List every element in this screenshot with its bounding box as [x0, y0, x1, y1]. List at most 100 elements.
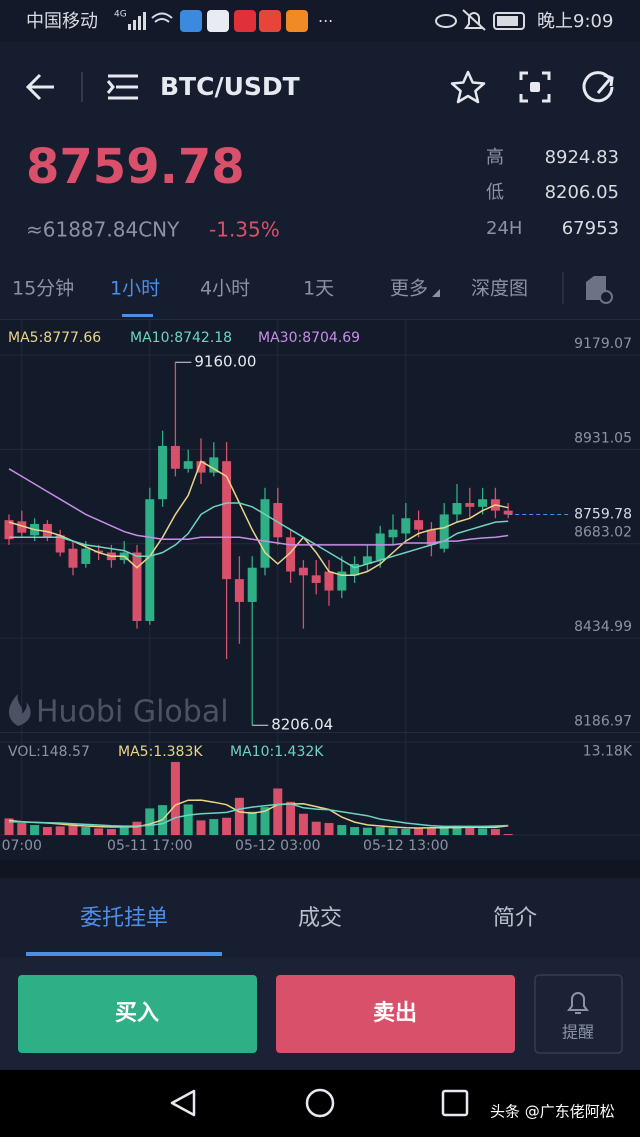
stat-label: 高 [486, 147, 504, 168]
volume-bar [362, 827, 372, 835]
volume-bar [106, 829, 116, 835]
tab-underline [122, 314, 153, 317]
volume-bar [68, 824, 78, 835]
candle-body [401, 518, 411, 534]
candle-body [234, 579, 244, 602]
candle-body [247, 567, 257, 602]
candle-body [478, 499, 488, 507]
ma-line [9, 502, 509, 569]
ma-label: MA10:8742.18 [130, 330, 232, 346]
volume-bar [196, 820, 206, 835]
kline-chart: 9179.07 8931.05 8683.02 8434.99 8186.97 13.18… [0, 320, 640, 860]
back-button[interactable] [25, 73, 54, 101]
volume-bar [209, 819, 219, 835]
volume-bar [478, 828, 488, 835]
stat-label: 24H [486, 218, 522, 239]
favorite-button[interactable] [450, 70, 486, 104]
period-tab[interactable]: 深度图 [471, 278, 528, 300]
volume-bar [55, 826, 65, 835]
period-tab[interactable]: 更多 [390, 278, 428, 300]
app-icon [180, 10, 202, 32]
candle-body [94, 550, 104, 553]
stat-value: 8924.83 [545, 147, 619, 168]
settings-gear [599, 290, 613, 304]
volume-bar [298, 813, 308, 835]
menu-button[interactable] [106, 74, 138, 100]
volume-bar [426, 828, 436, 835]
stat-value: 67953 [562, 218, 619, 239]
volume-bar [414, 827, 424, 835]
ma-line [8, 468, 509, 546]
candle-body [337, 571, 347, 591]
candle-body [260, 499, 270, 568]
candle-body [324, 571, 334, 591]
candle-body [4, 520, 14, 540]
nav-home[interactable] [305, 1088, 335, 1118]
period-tab[interactable]: 15分钟 [12, 278, 74, 300]
fullscreen-dot [530, 82, 540, 92]
candle-body [81, 548, 91, 564]
volume-bar [465, 827, 475, 835]
ma-label: MA5:8777.66 [8, 330, 101, 346]
bottom-tab[interactable]: 简介 [493, 906, 537, 931]
last-price-label: 8759.78 [574, 507, 632, 523]
x-tick-label: 07:00 [2, 838, 42, 854]
candle-body [68, 548, 78, 568]
ma-line [8, 460, 509, 577]
fullscreen-button[interactable] [519, 71, 551, 103]
ma-label: MA30:8704.69 [258, 330, 360, 346]
chart-background [0, 320, 640, 860]
bottom-tabs-area [0, 878, 640, 957]
volume-tick-label: 13.18K [583, 743, 633, 759]
y-tick-label: 9179.07 [574, 336, 632, 352]
volume-bar [234, 797, 244, 835]
share-button[interactable] [582, 71, 614, 103]
bottom-tab-active[interactable]: 委托挂单 [80, 906, 168, 931]
volume-label: MA10:1.432K [230, 744, 324, 760]
volume-bar [350, 827, 360, 835]
y-tick-label: 8931.05 [574, 430, 632, 446]
volume-bar [42, 827, 52, 835]
y-tick-label: 8683.02 [574, 525, 632, 541]
eye-icon [435, 14, 457, 28]
volume-bar [375, 827, 385, 835]
signal-icon [128, 12, 146, 30]
candle-body [17, 521, 27, 533]
candle-body [388, 529, 398, 538]
period-tab[interactable]: 4小时 [200, 278, 250, 300]
nav-recents[interactable] [441, 1089, 469, 1117]
candle-body [170, 445, 180, 469]
volume-bar [260, 807, 270, 835]
y-tick-label: 8434.99 [574, 619, 632, 635]
volume-bar [132, 821, 142, 835]
candle-body [414, 520, 424, 530]
volume-label: MA5:1.383K [118, 744, 203, 760]
candle-body [183, 461, 193, 469]
status-bar [0, 0, 640, 42]
candle-body [222, 461, 232, 580]
volume-bar [324, 823, 334, 835]
stat-value: 8206.05 [545, 182, 619, 203]
app-icon [234, 10, 256, 32]
period-tab[interactable]: 1天 [303, 278, 334, 300]
wifi-icon [151, 12, 173, 23]
buy-button[interactable] [18, 975, 257, 1053]
separator-band [0, 860, 640, 878]
volume-bar [222, 817, 232, 835]
volume-bar [183, 804, 193, 835]
watermark-logo [8, 694, 31, 726]
buy-label: 买入 [115, 1001, 159, 1026]
volume-bar [30, 825, 40, 835]
sell-button[interactable] [276, 975, 515, 1053]
volume-bar [17, 823, 27, 835]
bottom-tab[interactable]: 成交 [298, 906, 342, 931]
nav-back[interactable] [170, 1089, 196, 1117]
watermark: Huobi Global [36, 695, 229, 730]
volume-bar [170, 761, 180, 835]
period-tab-active[interactable]: 1小时 [110, 278, 160, 300]
x-tick-label: 05-11 17:00 [107, 838, 192, 854]
volume-bar [119, 827, 129, 835]
volume-bar [388, 828, 398, 835]
alert-button[interactable] [534, 974, 623, 1054]
high-label: 9160.00 [194, 353, 256, 371]
